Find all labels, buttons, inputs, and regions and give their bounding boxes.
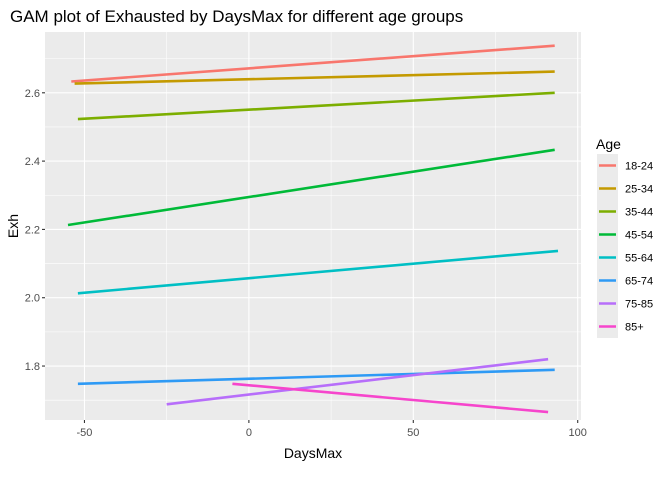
legend-item: 45-54	[597, 223, 653, 246]
legend-label: 25-34	[625, 184, 653, 196]
legend-item: 35-44	[597, 200, 653, 223]
legend-item: 25-34	[597, 177, 653, 200]
y-tick-label: 1.8	[25, 361, 40, 373]
series-line-18-24	[71, 44, 555, 83]
legend-item: 75-85	[597, 292, 653, 315]
x-tick-label: 50	[407, 427, 419, 439]
legend: Age 18-24 25-34 35-44 45-54 55-64 65-74 75-85 8…	[596, 136, 653, 338]
legend-items: 18-24 25-34 35-44 45-54 55-64 65-74 75-85 85+	[597, 154, 653, 338]
axis-ticks	[42, 92, 579, 423]
x-axis-title: DaysMax	[284, 445, 342, 461]
x-tick-label: 100	[569, 427, 587, 439]
y-tick-label: 2.6	[25, 88, 40, 100]
chart-title: GAM plot of Exhausted by DaysMax for dif…	[10, 7, 463, 26]
legend-label: 55-64	[625, 253, 653, 265]
series-line-55-64	[77, 249, 559, 295]
series-line-45-54	[67, 148, 555, 227]
series-lines	[67, 44, 559, 414]
legend-item: 18-24	[597, 154, 653, 177]
x-tick-label: 0	[246, 427, 252, 439]
x-tick-label: -50	[77, 427, 93, 439]
legend-label: 75-85	[625, 299, 653, 311]
legend-item: 85+	[597, 315, 644, 338]
legend-title: Age	[596, 136, 621, 152]
y-axis-title: Exh	[5, 214, 21, 238]
series-line-85+	[232, 382, 549, 414]
legend-item: 65-74	[597, 269, 653, 292]
legend-label: 65-74	[625, 276, 653, 288]
legend-label: 85+	[625, 322, 644, 334]
legend-item: 55-64	[597, 246, 653, 269]
plot-panel	[45, 32, 581, 420]
legend-label: 18-24	[625, 161, 653, 173]
series-line-35-44	[77, 91, 555, 121]
series-line-25-34	[74, 70, 555, 85]
legend-label: 35-44	[625, 207, 653, 219]
y-tick-label: 2.4	[25, 156, 40, 168]
series-line-65-74	[77, 368, 555, 386]
y-tick-label: 2.2	[25, 224, 40, 236]
y-tick-label: 2.0	[25, 293, 40, 305]
legend-label: 45-54	[625, 230, 653, 242]
tick-labels: -50 0 50 100 1.8 2.0 2.2 2.4 2.6	[25, 88, 587, 439]
series-line-75-85	[166, 357, 549, 406]
